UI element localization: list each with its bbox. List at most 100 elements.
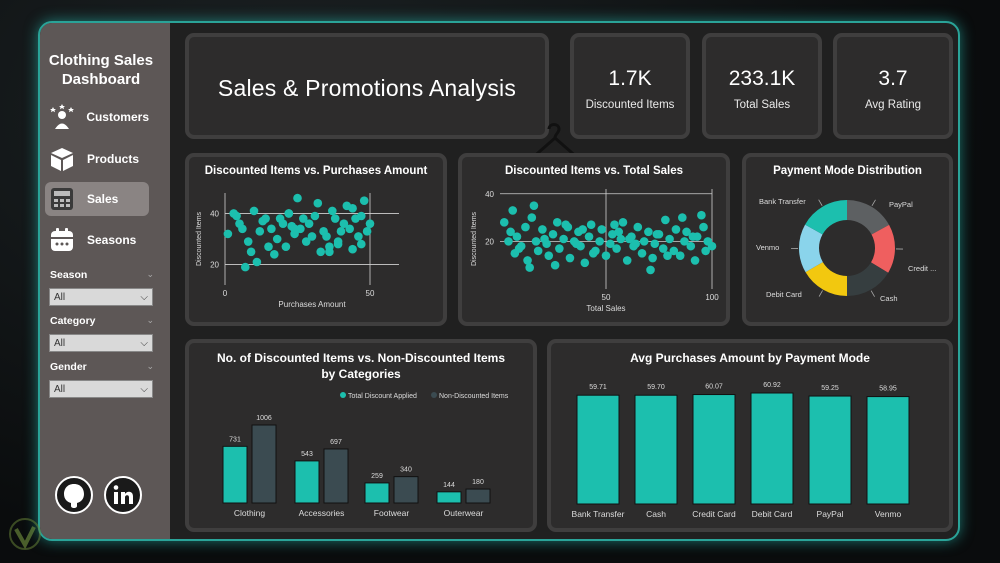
- scatter-point: [616, 234, 626, 244]
- scatter-point: [322, 232, 331, 241]
- scatter-point: [365, 219, 375, 228]
- dashboard-brand: Clothing Sales Dashboard: [40, 51, 162, 89]
- nav-products[interactable]: Products: [45, 142, 149, 176]
- slice-leader-line: [870, 290, 875, 297]
- chevron-down-icon: ⌵: [140, 384, 148, 395]
- scatter-purchases-chart: 20 40 0 50 Purchases Amount Discounted Items: [196, 193, 399, 309]
- chevron-down-icon: ⌵: [140, 338, 148, 349]
- data-label: 60.07: [705, 384, 723, 391]
- chevron-down-icon[interactable]: ⌄: [146, 269, 154, 279]
- legend-swatch: [431, 392, 437, 398]
- gender-select[interactable]: All ⌵: [49, 380, 153, 398]
- y-tick-label: 40: [210, 209, 219, 218]
- nav-label: Seasons: [87, 233, 137, 247]
- scatter-point: [512, 232, 522, 241]
- scatter-point: [688, 232, 698, 241]
- github-icon[interactable]: [54, 475, 94, 515]
- kpi-value: 3.7: [878, 67, 908, 90]
- scatter-point: [533, 246, 543, 256]
- bar: [222, 445, 248, 504]
- scatter-point: [281, 242, 291, 251]
- slice-leader-line: [818, 290, 823, 297]
- slice-label: Cash: [880, 294, 898, 303]
- category-value: All: [54, 338, 66, 349]
- scatter-point: [506, 227, 515, 237]
- scatter-point: [671, 225, 681, 234]
- chart-title: No. of Discounted Items vs. Non-Discount…: [216, 351, 506, 381]
- donut-slice: [799, 224, 823, 273]
- legend-label: Total Discount Applied: [348, 393, 417, 400]
- data-label: 259: [371, 473, 383, 480]
- scatter-purchases-card: Discounted Items vs. Purchases Amount 20…: [185, 153, 447, 326]
- scatter-point: [504, 237, 513, 246]
- kpi-avg-rating: 3.7 Avg Rating: [833, 33, 953, 139]
- scatter-point: [622, 256, 632, 265]
- scatter-point: [339, 219, 349, 228]
- data-label: 340: [400, 467, 412, 474]
- scatter-point: [661, 215, 670, 225]
- scatter-point: [646, 265, 655, 275]
- scatter-point: [508, 206, 518, 215]
- scatter-point: [665, 234, 674, 244]
- scatter-point: [631, 239, 640, 249]
- scatter-point: [238, 224, 247, 234]
- category-label: Venmo: [875, 509, 902, 519]
- data-label: 59.71: [589, 384, 607, 391]
- legend-swatch: [340, 392, 346, 398]
- scatter-point: [612, 244, 621, 253]
- scatter-point: [241, 262, 250, 272]
- scatter-point: [561, 220, 571, 230]
- brand-line-2: Dashboard: [61, 71, 141, 88]
- data-label: 543: [301, 451, 313, 458]
- scatter-point: [278, 219, 288, 228]
- kpi-label: Discounted Items: [585, 99, 675, 111]
- scatter-point: [527, 213, 537, 222]
- nav-label: Products: [87, 152, 140, 166]
- scatter-point: [529, 201, 539, 210]
- slice-label: Bank Transfer: [759, 197, 806, 206]
- nav-seasons[interactable]: Seasons: [45, 223, 149, 257]
- scatter-point: [348, 244, 357, 254]
- scatter-point: [348, 204, 357, 213]
- scatter-point: [707, 241, 717, 251]
- discount-by-category-card: No. of Discounted Items vs. Non-Discount…: [185, 339, 537, 532]
- chevron-down-icon[interactable]: ⌄: [146, 315, 154, 325]
- scatter-point: [588, 248, 598, 258]
- scatter-point: [652, 229, 662, 239]
- scatter-point: [669, 246, 679, 256]
- scatter-point: [325, 247, 334, 257]
- bar: [576, 394, 620, 505]
- y-axis-label: Discounted Items: [196, 211, 203, 266]
- register-icon: [47, 184, 77, 214]
- category-select[interactable]: All ⌵: [49, 334, 153, 352]
- scatter-sales-card: Discounted Items vs. Total Sales 20 40 50 1…: [458, 153, 730, 326]
- scatter-point: [357, 239, 366, 249]
- category-label: Outerwear: [444, 508, 484, 518]
- scatter-point: [605, 239, 615, 249]
- scatter-point: [550, 260, 560, 270]
- scatter-sales-chart: 20 40 50 100 Total Sales Discounted Items: [471, 189, 719, 313]
- data-label: 697: [330, 439, 342, 446]
- slice-label: PayPal: [889, 200, 913, 209]
- scatter-point: [680, 237, 689, 246]
- season-value: All: [54, 292, 66, 303]
- bar: [364, 482, 390, 504]
- gender-filter-label: Gender: [50, 361, 87, 373]
- scatter-point: [678, 213, 687, 222]
- scatter-point: [354, 232, 363, 241]
- scatter-point: [565, 253, 575, 263]
- scatter-point: [499, 218, 509, 227]
- scatter-point: [572, 239, 581, 249]
- nav-customers[interactable]: Customers: [45, 100, 149, 134]
- season-select[interactable]: All ⌵: [49, 288, 153, 306]
- bar: [323, 448, 349, 504]
- x-axis-label: Purchases Amount: [278, 300, 346, 309]
- category-label: PayPal: [817, 509, 844, 519]
- scatter-point: [578, 225, 587, 234]
- scatter-point: [663, 251, 672, 260]
- linkedin-icon[interactable]: [103, 475, 143, 515]
- scatter-point: [690, 256, 700, 265]
- scatter-point: [232, 211, 241, 221]
- chevron-down-icon[interactable]: ⌄: [146, 361, 154, 371]
- nav-sales[interactable]: Sales: [45, 182, 149, 216]
